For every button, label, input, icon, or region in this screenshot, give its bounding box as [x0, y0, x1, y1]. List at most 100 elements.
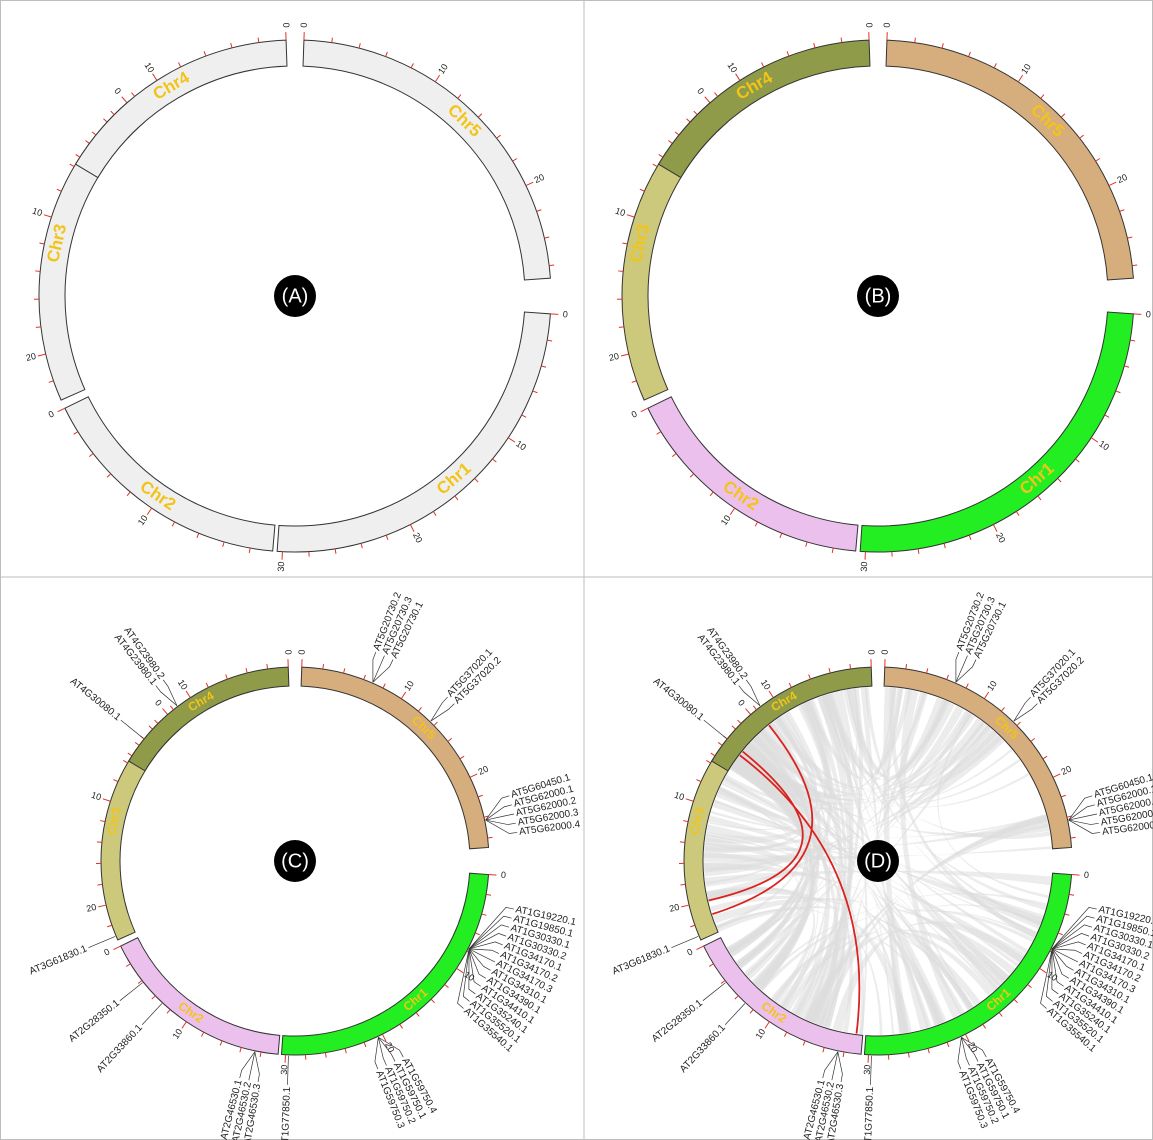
tick-label: 10: [142, 61, 156, 75]
panel-badge: (A): [274, 275, 316, 317]
gene-leader-line: [155, 685, 178, 707]
minor-tick: [1027, 984, 1032, 989]
tick-label: 20: [533, 172, 546, 185]
gene-leader-line: [831, 1051, 839, 1081]
panel-badge-circle: [857, 840, 899, 882]
minor-tick: [113, 779, 119, 783]
minor-tick: [690, 924, 696, 928]
minor-tick: [658, 154, 664, 158]
tick-marks: 0 10 20 30: [276, 309, 568, 572]
gene-leader-line: [468, 915, 512, 950]
minor-tick: [674, 131, 680, 136]
minor-tick: [1040, 94, 1045, 99]
minor-tick: [91, 131, 97, 136]
tick-label: 20: [668, 902, 680, 914]
panel-badge-circle: [274, 275, 316, 317]
gene-leader-line: [1051, 915, 1095, 950]
synteny-ribbon: [776, 717, 831, 1009]
tick-marks: 0 10: [710, 649, 876, 757]
major-tick: [469, 773, 478, 778]
major-tick: [1039, 967, 1047, 974]
tick-label: 0: [736, 698, 747, 708]
panel-badge: (B): [857, 275, 899, 317]
minor-tick: [831, 547, 834, 554]
tick-label: 20: [966, 1041, 979, 1054]
synteny-ribbon: [704, 846, 1052, 862]
minor-tick: [1079, 134, 1084, 139]
major-tick: [456, 967, 464, 974]
minor-tick: [941, 43, 944, 49]
gene-leader-line: [485, 819, 518, 834]
minor-tick: [257, 37, 260, 43]
gene-leader-line: [738, 685, 761, 707]
tick-label: 30: [859, 561, 869, 571]
minor-tick: [752, 705, 757, 711]
minor-tick: [154, 719, 159, 724]
minor-tick: [73, 431, 79, 435]
gene-leader-line: [1051, 941, 1086, 950]
minor-tick: [481, 913, 487, 916]
minor-tick: [430, 998, 435, 1004]
synteny-ribbon: [743, 735, 1003, 803]
tick-label: 0: [1084, 870, 1090, 880]
synteny-ribbon: [752, 713, 976, 795]
minor-tick: [1060, 794, 1066, 798]
major-tick: [745, 708, 752, 715]
tick-label: 0: [102, 946, 111, 957]
minor-tick: [536, 209, 542, 212]
synteny-ribbon: [770, 931, 974, 1008]
major-tick: [507, 437, 516, 443]
gene-leader-line: [468, 906, 514, 950]
gene-leader-line: [1068, 819, 1101, 834]
panel-badge-circle: [857, 275, 899, 317]
gene-leader-line: [468, 941, 503, 950]
synteny-ribbon: [708, 815, 1044, 921]
minor-tick: [363, 674, 366, 680]
chromosome-band: [883, 666, 1073, 850]
minor-tick: [56, 188, 62, 192]
major-tick: [185, 690, 191, 698]
chromosome-band: [885, 39, 1134, 281]
tick-marks: 0 10: [75, 22, 291, 158]
gene-leader-line: [468, 948, 481, 987]
tick-label: 10: [176, 678, 190, 692]
synteny-ribbon: [889, 687, 1037, 939]
minor-tick: [822, 1047, 825, 1053]
gene-label: AT2G28350.1: [67, 997, 122, 1044]
chromosome-chr3: 0 10 20 Chr3: [668, 698, 764, 941]
minor-tick: [1124, 365, 1130, 368]
major-tick: [620, 353, 629, 357]
minor-tick: [1030, 737, 1036, 742]
major-tick: [181, 1021, 187, 1029]
gene-leader-line: [1013, 696, 1031, 722]
minor-tick: [123, 759, 128, 764]
major-tick: [1090, 437, 1099, 443]
major-tick: [1071, 874, 1080, 876]
synteny-links: [704, 687, 1052, 1035]
minor-tick: [1075, 458, 1080, 463]
major-tick: [704, 96, 711, 104]
minor-tick: [749, 1009, 754, 1014]
minor-tick: [808, 674, 811, 680]
synteny-ribbon: [860, 687, 907, 1034]
minor-tick: [110, 110, 115, 116]
minor-tick: [965, 683, 969, 689]
major-tick: [43, 214, 52, 218]
gene-leader-line: [955, 659, 977, 683]
minor-tick: [151, 995, 156, 1000]
gene-leader-line: [1051, 948, 1074, 971]
minor-tick: [946, 1042, 950, 1048]
minor-tick: [788, 682, 792, 688]
minor-tick: [492, 458, 497, 463]
minor-tick: [656, 431, 662, 435]
major-tick: [488, 874, 497, 876]
tick-label: 20: [1060, 764, 1073, 777]
gene-leader-line: [485, 813, 515, 821]
minor-tick: [75, 154, 81, 158]
major-tick: [57, 407, 66, 413]
minor-tick: [107, 924, 113, 928]
